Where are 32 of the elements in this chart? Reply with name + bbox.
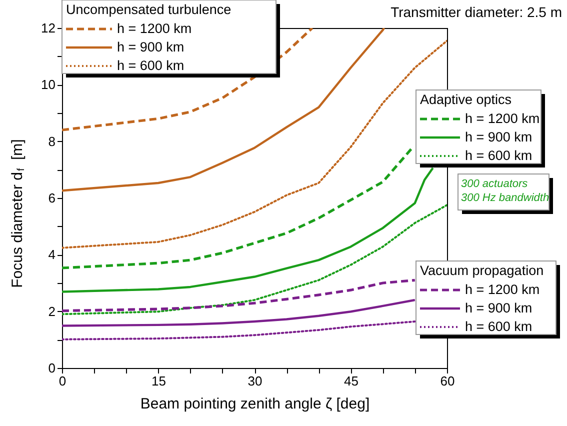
y-tick-label: 6 [48,190,56,206]
legend-label: h = 1200 km [465,111,540,126]
y-tick-label: 12 [41,20,56,36]
text: Transmitter diameter: 2.5 m [390,4,562,20]
x-tick-label: 0 [58,374,66,388]
text: Adaptive optics [420,92,512,107]
x-axis-title: Beam pointing zenith angle ζ [deg] [140,396,370,412]
text: Uncompensated turbulence [66,2,232,17]
x-tick-label: 60 [440,374,455,388]
y-tick-label: 0 [48,360,56,376]
y-axis-title: Focus diameter df [m] [9,139,27,288]
y-tick-label: 4 [48,247,56,262]
legend-label: h = 1200 km [117,21,192,36]
text: 300 actuators 300 Hz bandwidth [461,178,550,204]
legend-label: h = 600 km [117,58,184,73]
legend-label: h = 900 km [117,40,184,54]
y-tick-label: 10 [41,77,56,92]
text: Vacuum propagation [420,263,544,278]
x-tick-label: 45 [344,374,358,388]
legend-label: h = 900 km [465,300,532,316]
line-series [62,298,416,327]
legend-label: h = 600 km [465,148,532,163]
line-series [62,278,416,312]
line-series [62,146,414,270]
x-tick-label: 15 [152,374,166,388]
legend-label: h = 1200 km [465,282,540,297]
x-tick-label: 30 [248,374,262,388]
y-tick-label: 2 [48,304,56,319]
legend-label: h = 900 km [465,130,532,144]
line-series [62,320,416,340]
legend-label: h = 600 km [465,319,532,334]
y-tick-label: 8 [48,134,56,149]
